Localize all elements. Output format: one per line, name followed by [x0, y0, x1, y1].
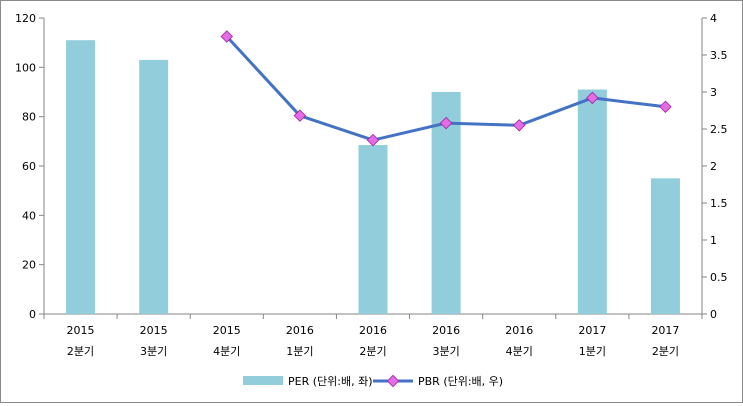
right-tick-label: 3: [710, 86, 717, 99]
per-bar: [139, 59, 169, 314]
right-tick-label: 4: [710, 12, 717, 25]
per-bar: [358, 145, 388, 314]
left-tick-label: 60: [22, 160, 36, 173]
pbr-point: [293, 109, 307, 122]
x-tick-label-quarter: 4분기: [213, 345, 240, 358]
left-tick-label: 20: [22, 259, 36, 272]
x-tick-label-quarter: 1분기: [286, 345, 313, 358]
per-bar: [650, 178, 680, 314]
legend: PER (단위:배, 좌) PBR (단위:배, 우): [243, 374, 503, 388]
pbr-point: [366, 133, 380, 147]
right-tick-label: 0.5: [710, 271, 728, 284]
x-tick-label-year: 2015: [140, 324, 168, 337]
x-tick-label-year: 2016: [432, 324, 460, 337]
left-tick-label: 0: [29, 308, 36, 321]
x-tick-label-year: 2015: [67, 324, 95, 337]
left-tick-label: 120: [15, 12, 36, 25]
legend-pbr-marker: [386, 374, 400, 388]
pbr-point: [220, 30, 234, 43]
left-axis-ticks: 0 20 40 60 80 100 120: [15, 12, 44, 321]
legend-pbr-label: PBR (단위:배, 우): [418, 375, 503, 388]
left-tick-label: 40: [22, 209, 36, 222]
left-tick-label: 100: [15, 61, 36, 74]
left-tick-label: 80: [22, 111, 36, 124]
x-tick-label-year: 2016: [505, 324, 533, 337]
right-tick-label: 2: [710, 160, 717, 173]
right-axis-ticks: 0 0.5 1 1.5 2 2.5 3 3.5 4: [702, 12, 728, 321]
x-tick-label-year: 2017: [651, 324, 679, 337]
x-tick-label-year: 2015: [213, 324, 241, 337]
pbr-point: [659, 100, 672, 114]
legend-per-swatch: [243, 376, 283, 385]
legend-per-label: PER (단위:배, 좌): [288, 375, 373, 388]
per-bar: [66, 40, 96, 314]
right-tick-label: 1.5: [710, 197, 728, 210]
x-tick-label-year: 2016: [286, 324, 314, 337]
pbr-point: [439, 116, 453, 130]
x-tick-label-quarter: 2분기: [359, 345, 386, 358]
x-tick-label-quarter: 1분기: [579, 345, 606, 358]
right-tick-label: 0: [710, 308, 717, 321]
right-tick-label: 1: [710, 234, 717, 247]
x-tick-label-year: 2017: [578, 324, 606, 337]
x-tick-label-quarter: 4분기: [506, 345, 533, 358]
pbr-point: [512, 119, 526, 132]
x-tick-label-quarter: 3분기: [432, 345, 459, 358]
pbr-line: [220, 30, 672, 147]
per-bar: [577, 89, 607, 315]
per-bars: [66, 40, 680, 315]
x-axis-ticks: 2015 2분기 2015 3분기 2015 4분기 2016 1분기 2016 2분기 2016 3…: [43, 314, 703, 358]
right-tick-label: 2.5: [710, 123, 728, 136]
x-tick-label-year: 2016: [359, 324, 387, 337]
x-tick-label-quarter: 2분기: [67, 345, 94, 358]
pbr-point: [586, 91, 599, 105]
right-tick-label: 3.5: [710, 49, 728, 62]
x-tick-label-quarter: 3분기: [140, 345, 167, 358]
x-tick-label-quarter: 2분기: [652, 345, 679, 358]
